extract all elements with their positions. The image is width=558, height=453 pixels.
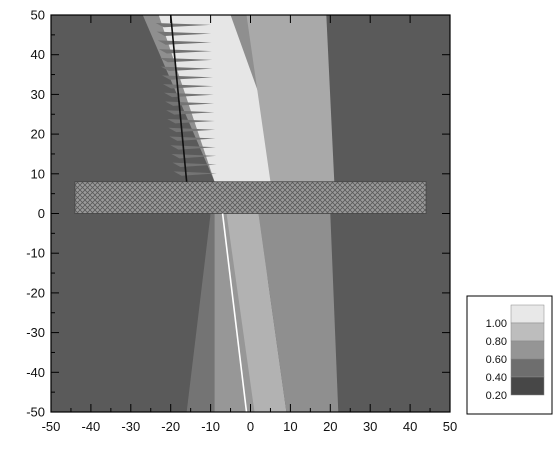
colorbar-label: 0.60 <box>486 354 507 366</box>
x-tick-label: -40 <box>82 419 101 434</box>
y-tick-label: -50 <box>26 405 45 420</box>
colorbar-swatch <box>510 304 545 324</box>
slab-region <box>74 181 427 214</box>
field-band <box>258 213 339 412</box>
fringe-stripe <box>160 66 213 71</box>
fringe-stripe <box>155 22 211 28</box>
y-tick-label: -20 <box>26 285 45 300</box>
colorbar-label: 0.20 <box>486 390 507 402</box>
colorbar-swatch <box>510 376 545 396</box>
fringe-stripe <box>168 127 216 133</box>
colorbar-label: 0.80 <box>486 336 507 348</box>
fringe-stripe <box>164 92 214 98</box>
fringe-stripe <box>157 40 212 45</box>
field-bands <box>142 15 339 412</box>
y-tick-label: 50 <box>31 8 45 23</box>
field-band <box>226 213 287 412</box>
y-tick-label: -40 <box>26 365 45 380</box>
colorbar-label: 0.40 <box>486 372 507 384</box>
fringe-stripe <box>169 136 216 141</box>
y-tick-label: -10 <box>26 246 45 261</box>
fringe-stripe <box>170 145 216 150</box>
fringe-stripe <box>173 171 217 176</box>
fringe-stripe <box>166 110 215 115</box>
x-tick-label: -30 <box>121 419 140 434</box>
field-band <box>158 15 291 182</box>
incident-ray-line <box>169 14 188 182</box>
x-tick-label: 10 <box>283 419 297 434</box>
fringe-stripe <box>171 153 217 159</box>
fringe-stripe <box>172 162 217 168</box>
fringe-stripe <box>167 119 215 124</box>
x-tick-label: 30 <box>363 419 377 434</box>
x-tick-label: 40 <box>403 419 417 434</box>
colorbar-swatch <box>510 340 545 360</box>
y-tick-label: 0 <box>38 206 45 221</box>
field-band <box>246 15 335 182</box>
fringe-stripe <box>158 49 212 54</box>
fringe-stripe <box>156 31 212 37</box>
colorbar-label: 1.00 <box>486 318 507 330</box>
y-tick-label: 20 <box>31 127 45 142</box>
fringe-stripe <box>159 57 213 63</box>
y-tick-label: 10 <box>31 166 45 181</box>
x-tick-label: -10 <box>201 419 220 434</box>
x-tick-label: -50 <box>42 419 61 434</box>
transmitted-ray-line <box>221 213 248 413</box>
x-tick-label: -20 <box>161 419 180 434</box>
y-tick-label: 40 <box>31 47 45 62</box>
x-tick-label: 20 <box>323 419 337 434</box>
fringe-stripe <box>165 101 215 106</box>
y-tick-label: -30 <box>26 325 45 340</box>
x-tick-label: 50 <box>443 419 457 434</box>
fringe-stripe <box>163 84 214 89</box>
x-tick-label: 0 <box>247 419 254 434</box>
colorbar-swatch <box>510 358 545 378</box>
y-tick-label: 30 <box>31 87 45 102</box>
fringe-stripe <box>162 75 214 80</box>
colorbar-swatch <box>510 322 545 342</box>
